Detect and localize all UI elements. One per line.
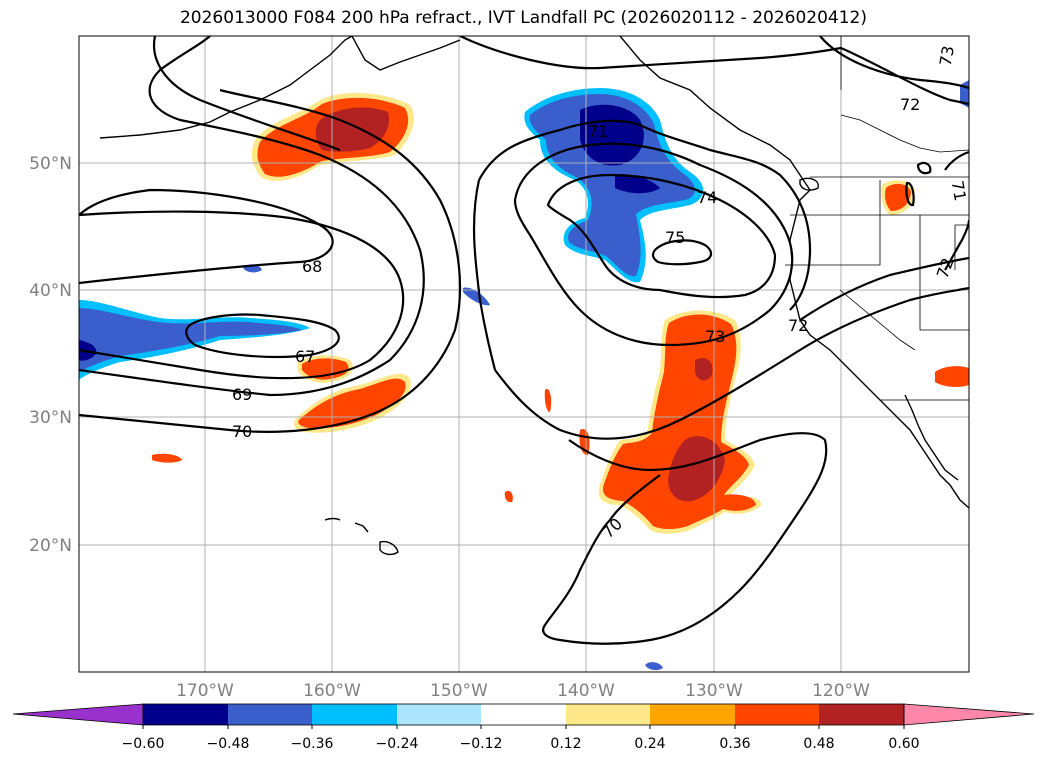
colorbar-swatch <box>481 704 566 725</box>
colorbar: −0.60 −0.48 −0.36 −0.24 −0.12 0.12 0.24 … <box>12 703 1035 752</box>
contour-72 <box>799 256 969 321</box>
contour-label: 71 <box>588 122 608 141</box>
contour-68 <box>79 188 334 285</box>
contour-74 <box>513 142 794 347</box>
colorbar-swatch <box>312 704 397 725</box>
contour-label: 75 <box>665 228 685 247</box>
longitude-label: 140°W <box>557 681 615 701</box>
coastlines <box>99 36 969 556</box>
latitude-axis: 50°N 40°N 30°N 20°N <box>29 154 72 556</box>
colorbar-swatch <box>566 704 650 725</box>
colorbar-swatch <box>397 704 481 725</box>
contour-label: 68 <box>302 257 322 276</box>
colorbar-tick-label: −0.60 <box>122 736 165 752</box>
contour-label: 71 <box>948 179 970 202</box>
political-borders <box>785 36 969 401</box>
longitude-label: 170°W <box>176 681 234 701</box>
colorbar-swatch <box>735 704 819 725</box>
latitude-label: 50°N <box>29 154 72 174</box>
latitude-label: 20°N <box>29 536 72 556</box>
colorbar-tick-label: 0.24 <box>634 736 665 752</box>
map-title: 2026013000 F084 200 hPa refract., IVT La… <box>179 8 867 28</box>
colorbar-extend-min <box>12 703 144 726</box>
contour-70 <box>79 88 462 433</box>
contour-lines <box>79 36 969 645</box>
contour-label: 67 <box>295 347 315 366</box>
colorbar-tick-label: 0.60 <box>888 736 919 752</box>
contour-label: 72 <box>933 255 958 281</box>
contour-75 <box>651 239 713 266</box>
contour-71 <box>478 119 812 311</box>
longitude-label: 130°W <box>685 681 743 701</box>
colorbar-swatch <box>819 704 904 725</box>
contour-73 <box>494 286 969 440</box>
colorbar-tick-label: −0.48 <box>207 736 250 752</box>
colorbar-tick-label: 0.12 <box>550 736 581 752</box>
map-frame <box>78 35 970 673</box>
longitude-label: 160°W <box>303 681 361 701</box>
contour-label: 70 <box>232 422 252 441</box>
colorbar-swatch <box>228 704 312 725</box>
longitude-label: 120°W <box>812 681 870 701</box>
colorbar-tick-label: 0.48 <box>803 736 834 752</box>
map-plot-area: 68 67 69 70 71 74 75 73 72 70 72 71 72 7… <box>79 36 970 672</box>
colorbar-tick-label: 0.36 <box>719 736 750 752</box>
colorbar-swatch <box>650 704 735 725</box>
contour-label: 72 <box>788 316 808 335</box>
contour-label: 70 <box>598 514 626 542</box>
contour-label: 74 <box>697 188 717 207</box>
contour-label: 73 <box>705 327 725 346</box>
contour-label: 72 <box>900 95 920 114</box>
colorbar-extend-max <box>903 703 1035 726</box>
contour-67 <box>185 313 340 359</box>
contour-label: 69 <box>232 385 252 404</box>
latitude-label: 30°N <box>29 408 72 428</box>
contour-69 <box>79 36 425 397</box>
colorbar-swatch <box>143 704 228 725</box>
contour-label: 73 <box>936 44 958 67</box>
longitude-axis: 170°W 160°W 150°W 140°W 130°W 120°W <box>176 681 870 701</box>
graticule <box>79 36 969 672</box>
colorbar-tick-label: −0.24 <box>376 736 419 752</box>
latitude-label: 40°N <box>29 281 72 301</box>
longitude-label: 150°W <box>430 681 488 701</box>
colorbar-tick-label: −0.12 <box>460 736 503 752</box>
colorbar-tick-label: −0.36 <box>291 736 334 752</box>
anomaly-fill-layer <box>79 80 969 671</box>
